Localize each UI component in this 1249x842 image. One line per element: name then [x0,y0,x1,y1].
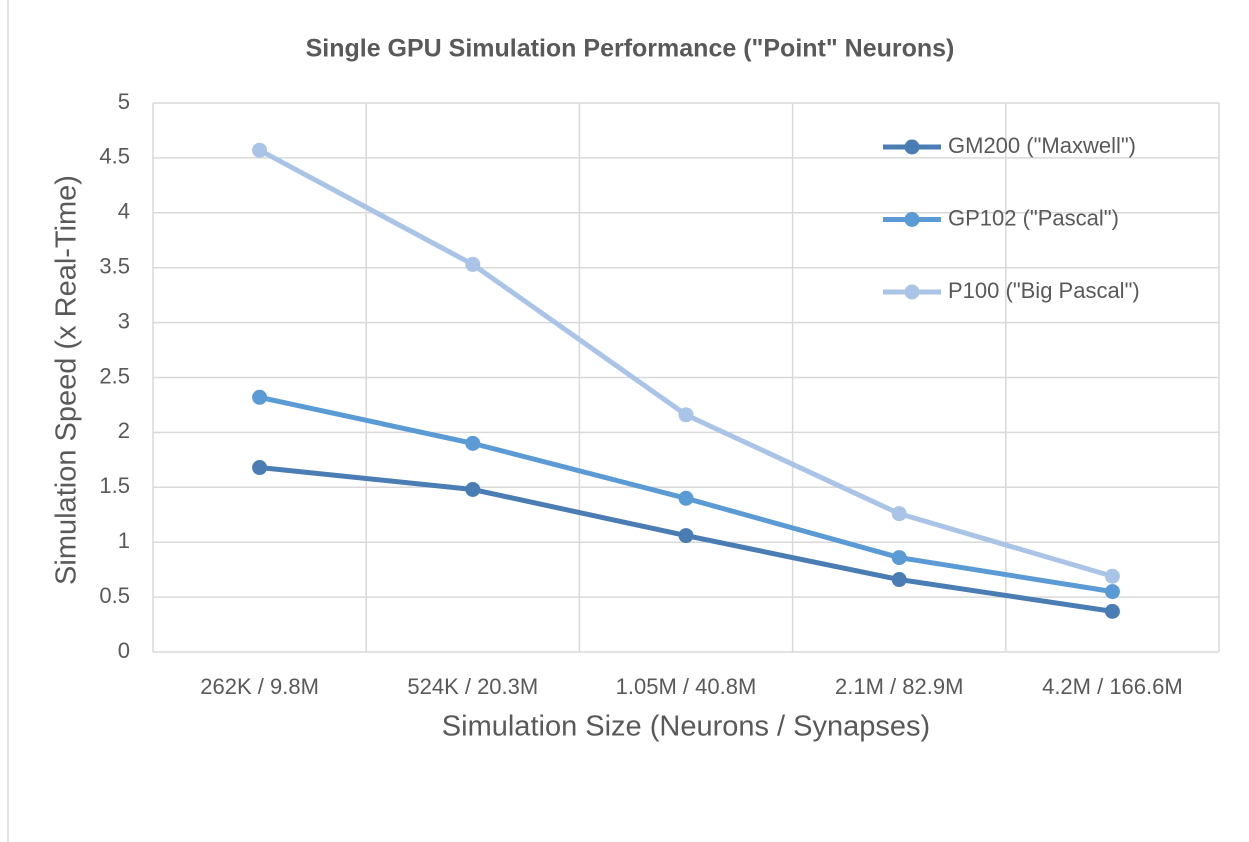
legend-label: P100 ("Big Pascal") [948,278,1140,303]
data-point [252,460,268,476]
y-tick-label: 5 [118,89,130,114]
data-point [891,506,907,522]
x-axis-label: Simulation Size (Neurons / Synapses) [442,711,930,743]
y-tick-label: 4.5 [99,144,130,169]
data-point [1104,584,1120,600]
data-point [678,407,694,423]
data-point [252,142,268,158]
x-tick-label: 524K / 20.3M [407,674,538,699]
x-tick-label: 4.2M / 166.6M [1042,674,1183,699]
x-tick-label: 2.1M / 82.9M [835,674,963,699]
data-point [891,572,907,588]
data-point [891,550,907,566]
data-point [465,481,481,497]
y-tick-label: 0 [118,638,130,663]
data-point [1104,568,1120,584]
x-tick-label: 262K / 9.8M [200,674,319,699]
data-point [465,435,481,451]
data-point [678,490,694,506]
y-tick-label: 0.5 [99,583,130,608]
legend-marker [904,139,920,155]
y-tick-label: 3.5 [99,254,130,279]
data-point [678,528,694,544]
y-tick-label: 1.5 [99,473,130,498]
legend-marker [904,212,920,227]
data-point [465,256,481,272]
legend-marker [904,284,920,300]
data-point [252,389,268,405]
y-tick-label: 2 [118,418,130,443]
legend-label: GP102 ("Pascal") [948,205,1119,230]
y-axis-label: Simulation Speed (x Real-Time) [51,175,83,585]
y-tick-label: 2.5 [99,363,130,388]
legend-label: GM200 ("Maxwell") [948,133,1136,158]
chart-title: Single GPU Simulation Performance ("Poin… [306,35,955,63]
y-tick-label: 4 [118,199,130,224]
y-tick-label: 1 [118,528,130,553]
y-tick-label: 3 [118,308,130,333]
x-tick-label: 1.05M / 40.8M [616,674,757,699]
data-point [1104,603,1120,619]
